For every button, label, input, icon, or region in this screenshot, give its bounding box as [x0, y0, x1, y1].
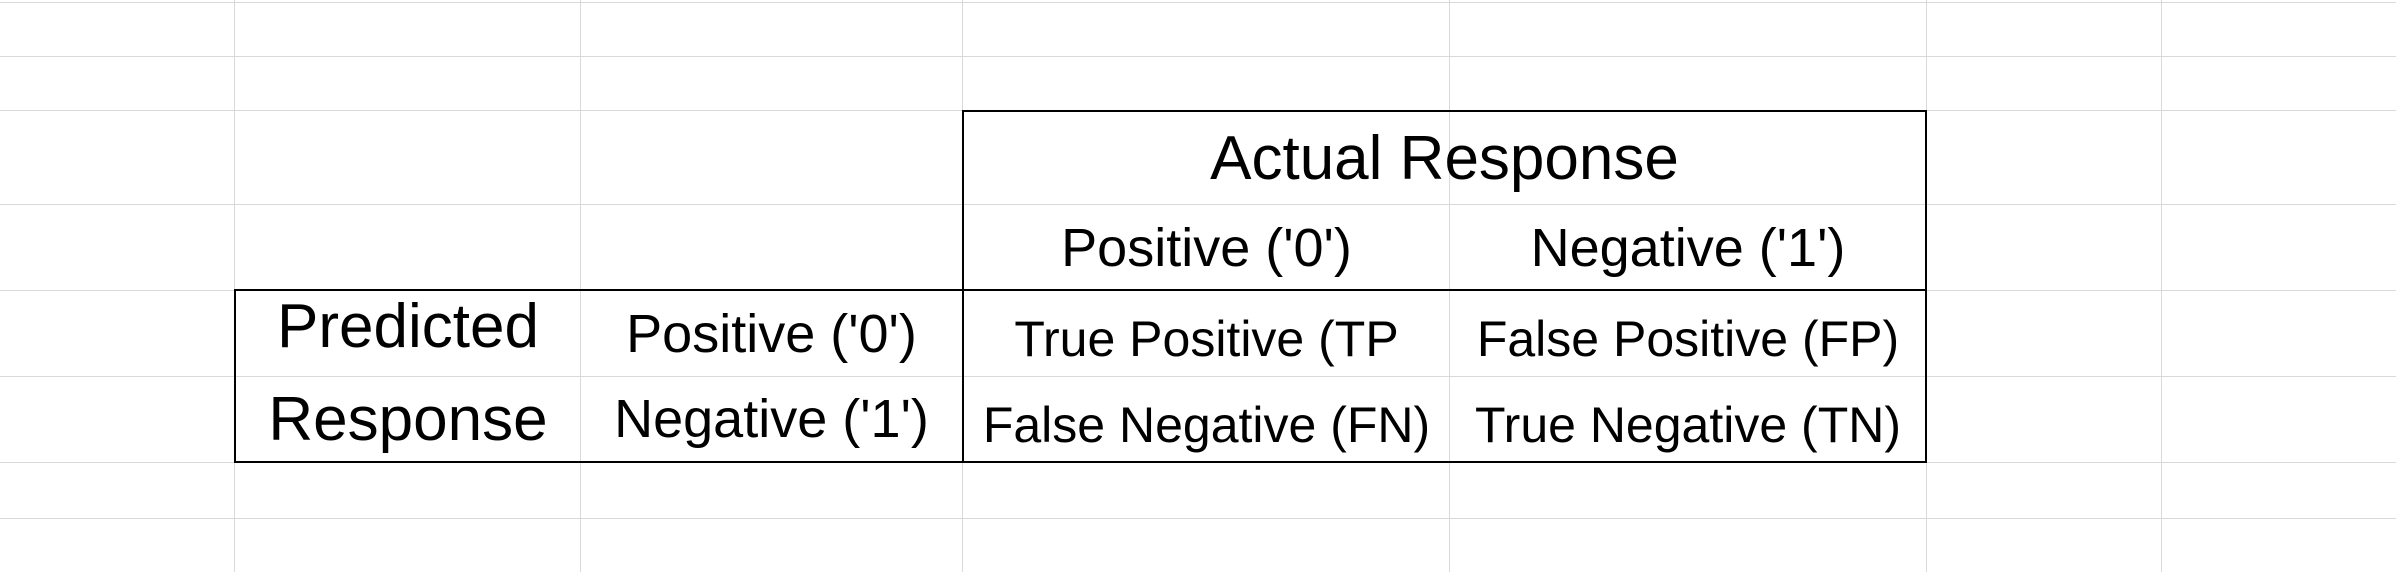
false-negative-cell: False Negative (FN): [982, 396, 1431, 453]
predicted-positive-header: Positive ('0'): [626, 303, 917, 364]
column-gridline: [1449, 0, 1450, 572]
matrix-border: [1925, 110, 1927, 463]
false-positive-cell: False Positive (FP): [1476, 310, 1900, 367]
matrix-border: [234, 289, 1927, 291]
column-gridline: [234, 0, 235, 572]
row-gridline: [0, 2, 2396, 3]
actual-negative-header: Negative ('1'): [1530, 217, 1846, 278]
matrix-border: [234, 289, 236, 463]
matrix-border: [962, 110, 964, 463]
predicted-response-header-line1: Predicted: [277, 291, 539, 361]
predicted-response-header-line2: Response: [268, 384, 548, 454]
row-gridline: [0, 56, 2396, 57]
column-gridline: [2161, 0, 2162, 572]
actual-response-header: Actual Response: [1210, 123, 1679, 193]
actual-positive-header: Positive ('0'): [1061, 217, 1352, 278]
matrix-border: [234, 461, 1927, 463]
row-gridline: [0, 204, 2396, 205]
predicted-negative-header: Negative ('1'): [614, 389, 929, 449]
true-positive-cell: True Positive (TP: [1014, 310, 1399, 367]
matrix-border: [962, 110, 1927, 112]
row-gridline: [0, 376, 2396, 377]
row-gridline: [0, 518, 2396, 519]
true-negative-cell: True Negative (TN): [1474, 396, 1902, 453]
column-gridline: [580, 0, 581, 572]
